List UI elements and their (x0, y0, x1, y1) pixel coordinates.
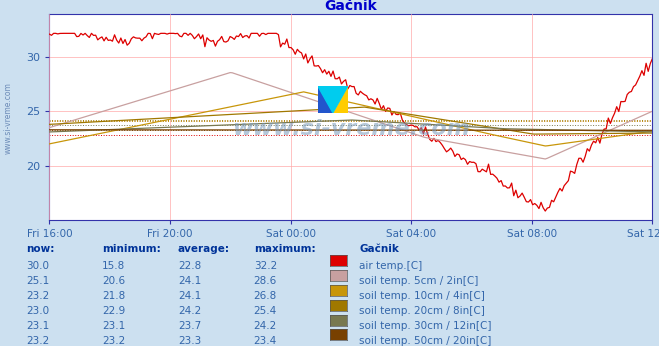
Text: 25.1: 25.1 (26, 276, 49, 286)
Title: Gačnik: Gačnik (324, 0, 378, 13)
Text: 23.7: 23.7 (178, 321, 201, 331)
Polygon shape (333, 86, 348, 113)
Text: maximum:: maximum: (254, 244, 316, 254)
Text: 20.6: 20.6 (102, 276, 125, 286)
Text: 21.8: 21.8 (102, 291, 125, 301)
Text: 24.1: 24.1 (178, 276, 201, 286)
Text: soil temp. 5cm / 2in[C]: soil temp. 5cm / 2in[C] (359, 276, 478, 286)
Text: 23.3: 23.3 (178, 336, 201, 346)
Text: 25.4: 25.4 (254, 306, 277, 316)
Polygon shape (318, 86, 348, 113)
Text: 24.2: 24.2 (254, 321, 277, 331)
Text: soil temp. 10cm / 4in[C]: soil temp. 10cm / 4in[C] (359, 291, 485, 301)
Polygon shape (318, 86, 348, 113)
Text: 26.8: 26.8 (254, 291, 277, 301)
Text: 22.8: 22.8 (178, 261, 201, 271)
Text: www.si-vreme.com: www.si-vreme.com (232, 119, 470, 139)
Text: 23.2: 23.2 (26, 336, 49, 346)
Text: 23.2: 23.2 (26, 291, 49, 301)
Text: soil temp. 50cm / 20in[C]: soil temp. 50cm / 20in[C] (359, 336, 492, 346)
Text: now:: now: (26, 244, 55, 254)
Text: 23.4: 23.4 (254, 336, 277, 346)
Text: 24.1: 24.1 (178, 291, 201, 301)
Text: minimum:: minimum: (102, 244, 161, 254)
Text: average:: average: (178, 244, 230, 254)
Text: 30.0: 30.0 (26, 261, 49, 271)
Text: air temp.[C]: air temp.[C] (359, 261, 422, 271)
Text: 23.1: 23.1 (26, 321, 49, 331)
Polygon shape (318, 86, 333, 113)
Text: soil temp. 30cm / 12in[C]: soil temp. 30cm / 12in[C] (359, 321, 492, 331)
Text: Gačnik: Gačnik (359, 244, 399, 254)
Text: soil temp. 20cm / 8in[C]: soil temp. 20cm / 8in[C] (359, 306, 485, 316)
Text: 23.0: 23.0 (26, 306, 49, 316)
Text: www.si-vreme.com: www.si-vreme.com (3, 82, 13, 154)
Text: 22.9: 22.9 (102, 306, 125, 316)
Text: 15.8: 15.8 (102, 261, 125, 271)
Text: 23.1: 23.1 (102, 321, 125, 331)
Text: 32.2: 32.2 (254, 261, 277, 271)
Text: 24.2: 24.2 (178, 306, 201, 316)
Text: 23.2: 23.2 (102, 336, 125, 346)
Text: 28.6: 28.6 (254, 276, 277, 286)
